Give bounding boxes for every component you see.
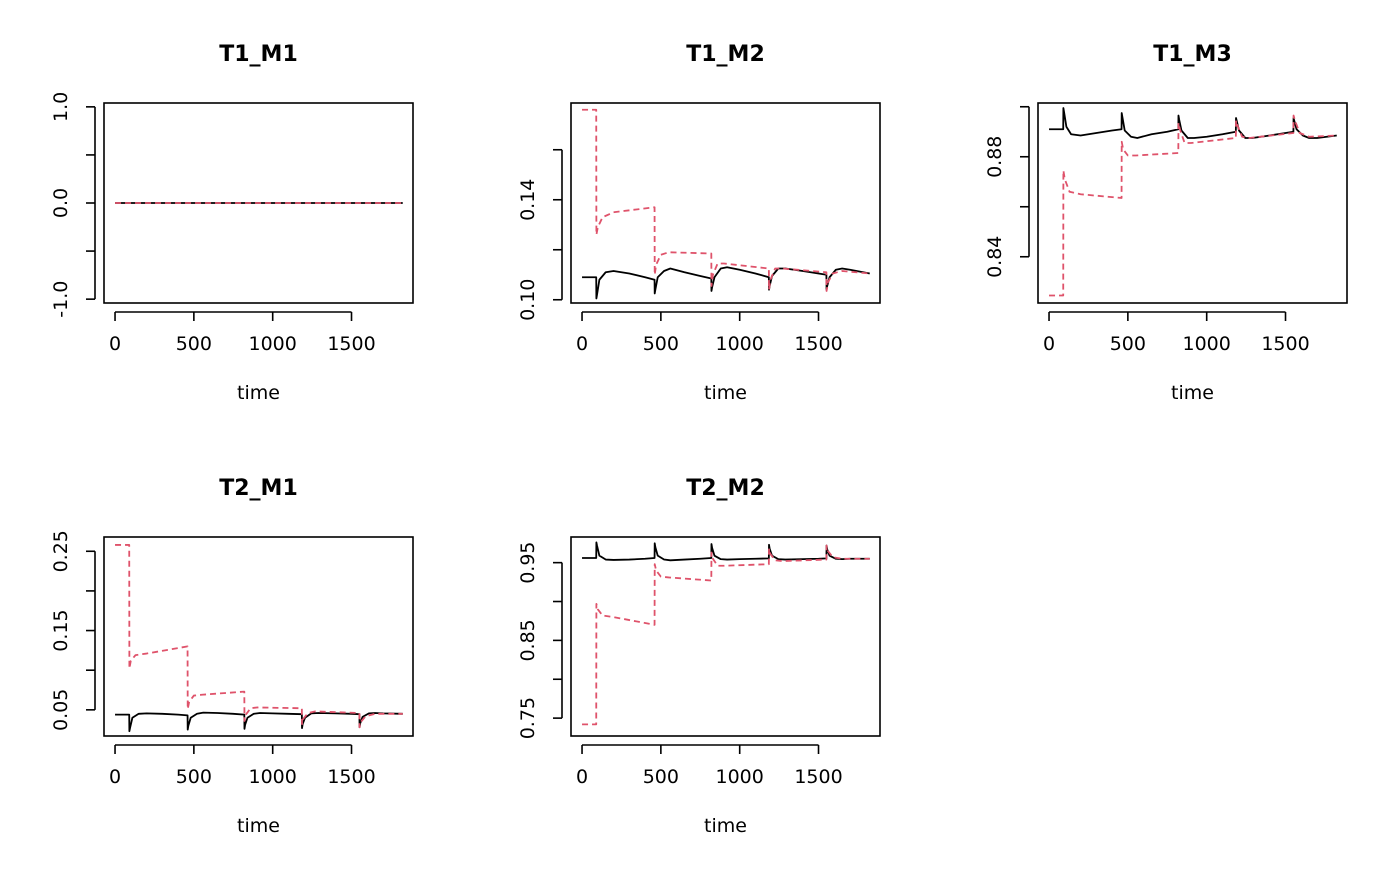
x-tick-label: 500	[643, 766, 679, 788]
y-tick-label: 0.75	[517, 697, 539, 739]
x-tick-label: 1000	[249, 333, 297, 355]
panel-title: T1_M2	[686, 42, 765, 67]
y-tick-label: 0.25	[50, 530, 72, 572]
y-tick-label: 0.10	[517, 279, 539, 321]
plot-frame	[570, 102, 881, 304]
y-tick-label: 0.15	[50, 609, 72, 651]
panel-title: T2_M1	[219, 476, 298, 501]
y-tick-label: 1.0	[50, 92, 72, 122]
plot-frame	[570, 536, 881, 737]
series-line-0	[582, 541, 870, 562]
panel-T2_M2: T2_M2 0 500 1000 1500 0.75 0.85 0.95 time	[517, 476, 881, 837]
x-axis-title: time	[704, 382, 747, 404]
x-tick-label: 1000	[249, 766, 297, 788]
x-tick-label: 1000	[716, 766, 764, 788]
panel-T1_M3: T1_M3 0 500 1000 1500 0.84 0.88 time	[984, 42, 1348, 404]
x-tick-label: 1500	[794, 766, 842, 788]
panel-title: T1_M3	[1153, 42, 1232, 67]
panel-title: T2_M2	[686, 476, 765, 501]
x-tick-label: 1500	[794, 333, 842, 355]
panel-title: T1_M1	[219, 42, 298, 67]
x-axis-title: time	[237, 382, 280, 404]
x-tick-label: 500	[1110, 333, 1146, 355]
x-axis-title: time	[237, 815, 280, 837]
x-tick-label: 0	[1043, 333, 1055, 355]
x-axis-title: time	[1171, 382, 1214, 404]
series-line-1	[115, 544, 403, 729]
plot-frame	[103, 536, 414, 737]
plot-frame	[1037, 102, 1348, 304]
y-tick-label: -1.0	[50, 281, 72, 318]
series-line-1	[582, 544, 870, 726]
x-tick-label: 1500	[1261, 333, 1309, 355]
series-line-1	[1049, 114, 1337, 297]
panel-T1_M2: T1_M2 0 500 1000 1500 0.10 0.14 time	[517, 42, 881, 404]
panel-T2_M1: T2_M1 0 500 1000 1500 0.05 0.15 0.25 time	[50, 476, 414, 837]
x-tick-label: 500	[176, 766, 212, 788]
y-tick-label: 0.0	[50, 188, 72, 218]
plot-frame	[103, 102, 414, 304]
y-tick-label: 0.84	[984, 236, 1006, 278]
series-line-1	[582, 108, 870, 292]
x-tick-label: 1000	[716, 333, 764, 355]
x-tick-label: 0	[109, 766, 121, 788]
y-tick-label: 0.14	[517, 179, 539, 221]
panel-T1_M1: T1_M1 0 500 1000 1500 -1.0 0.0 1.0 time	[50, 42, 414, 404]
y-tick-label: 0.95	[517, 541, 539, 583]
x-tick-label: 500	[176, 333, 212, 355]
x-tick-label: 1000	[1183, 333, 1231, 355]
x-tick-label: 1500	[327, 333, 375, 355]
x-tick-label: 0	[576, 333, 588, 355]
y-tick-label: 0.05	[50, 689, 72, 731]
x-tick-label: 500	[643, 333, 679, 355]
x-axis-title: time	[704, 815, 747, 837]
x-tick-label: 0	[109, 333, 121, 355]
y-tick-label: 0.85	[517, 619, 539, 661]
y-tick-label: 0.88	[984, 136, 1006, 178]
x-tick-label: 1500	[327, 766, 375, 788]
x-tick-label: 0	[576, 766, 588, 788]
